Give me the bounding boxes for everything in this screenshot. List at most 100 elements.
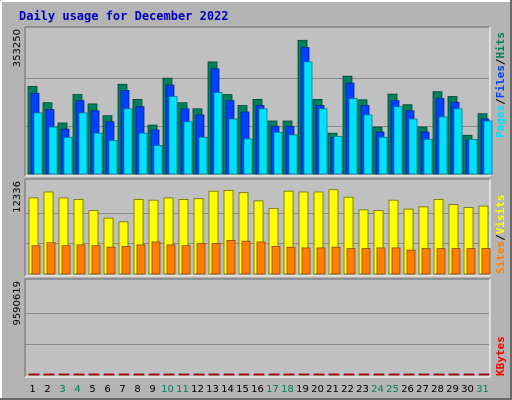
- bar-sites-day-12: [196, 242, 206, 275]
- bar-pages-day-29: [453, 108, 463, 175]
- visitors-legend: Sites/Visits: [494, 195, 507, 275]
- bar-kbytes-day-2: [43, 373, 55, 376]
- x-label-day-19: 19: [296, 384, 309, 395]
- bar-pages-day-19: [303, 61, 313, 175]
- visitors-panel: [24, 178, 491, 277]
- bar-sites-day-16: [256, 241, 266, 275]
- chart-title: Daily usage for December 2022: [19, 9, 229, 23]
- bar-kbytes-day-17: [268, 373, 280, 376]
- x-label-day-9: 9: [149, 384, 155, 395]
- bar-kbytes-day-12: [193, 373, 205, 376]
- bar-sites-day-9: [151, 241, 161, 275]
- bar-kbytes-day-23: [358, 373, 370, 376]
- x-label-day-16: 16: [251, 384, 264, 395]
- bar-sites-day-15: [241, 240, 251, 275]
- kbytes-legend: KBytes: [494, 336, 507, 376]
- visitors-ymax-label: 12336: [12, 181, 23, 213]
- bar-pages-day-16: [258, 108, 268, 175]
- x-axis-labels: 1 2 3 4 5 6 7 8 9 10 11 12 13 14 15 16 17 18 19 20 21 22 23 24 2…: [29, 384, 489, 395]
- x-label-day-31: 31: [476, 384, 489, 395]
- bar-kbytes-day-30: [463, 373, 475, 376]
- bar-kbytes-day-16: [253, 373, 265, 376]
- x-label-day-24: 24: [371, 384, 384, 395]
- bar-sites-day-1: [31, 245, 41, 275]
- bar-sites-day-20: [316, 247, 326, 275]
- bar-kbytes-day-19: [298, 373, 310, 376]
- bar-pages-day-4: [78, 112, 88, 175]
- bar-sites-day-31: [481, 248, 491, 275]
- legend-files: Files: [494, 65, 507, 98]
- x-label-day-20: 20: [311, 384, 324, 395]
- bar-sites-day-8: [136, 244, 146, 275]
- bar-sites-day-26: [406, 249, 416, 275]
- bar-sites-day-13: [211, 242, 221, 275]
- x-label-day-8: 8: [134, 384, 140, 395]
- x-label-day-27: 27: [416, 384, 429, 395]
- bar-kbytes-day-5: [88, 373, 100, 376]
- bar-kbytes-day-11: [178, 373, 190, 376]
- bar-kbytes-day-20: [313, 373, 325, 376]
- bar-kbytes-day-1: [28, 373, 40, 376]
- bar-pages-day-24: [378, 136, 388, 175]
- x-label-day-23: 23: [356, 384, 369, 395]
- plot-area: [25, 279, 490, 377]
- legend-hits: Hits: [494, 32, 507, 59]
- bar-kbytes-day-18: [283, 373, 295, 376]
- bar-pages-day-17: [273, 131, 283, 175]
- bar-sites-day-25: [391, 247, 401, 275]
- bar-kbytes-day-29: [448, 373, 460, 376]
- bar-kbytes-day-25: [388, 373, 400, 376]
- bar-pages-day-7: [123, 108, 133, 175]
- bar-kbytes-day-4: [73, 373, 85, 376]
- legend-text: Sites/Visits: [494, 195, 507, 275]
- bar-kbytes-day-13: [208, 373, 220, 376]
- bar-pages-day-26: [408, 118, 418, 175]
- bar-sites-day-28: [436, 248, 446, 275]
- bar-sites-day-14: [226, 239, 236, 275]
- bar-kbytes-day-7: [118, 373, 130, 376]
- bar-pages-day-5: [93, 132, 103, 175]
- x-label-day-10: 10: [161, 384, 174, 395]
- legend-visits: Visits: [494, 195, 507, 235]
- bar-sites-day-29: [451, 248, 461, 275]
- legend-text: KBytes: [494, 336, 507, 376]
- bar-pages-day-25: [393, 106, 403, 175]
- kbytes-panel: [24, 278, 491, 378]
- bar-sites-day-5: [91, 245, 101, 275]
- bar-kbytes-day-9: [148, 373, 160, 376]
- bar-pages-day-22: [348, 98, 358, 175]
- bar-kbytes-day-14: [223, 373, 235, 376]
- x-label-day-3: 3: [59, 384, 65, 395]
- bar-pages-day-14: [228, 118, 238, 175]
- bar-pages-day-8: [138, 132, 148, 175]
- x-label-day-11: 11: [176, 384, 189, 395]
- x-label-day-6: 6: [104, 384, 110, 395]
- bar-sites-day-10: [166, 244, 176, 275]
- bar-sites-day-27: [421, 248, 431, 275]
- bar-sites-day-3: [61, 245, 71, 275]
- requests-legend: Pages/Files/Hits: [494, 32, 507, 138]
- bar-sites-day-7: [121, 245, 131, 275]
- x-label-day-4: 4: [74, 384, 80, 395]
- bar-pages-day-13: [213, 92, 223, 175]
- requests-ymax-label: 353250: [12, 29, 23, 67]
- x-label-day-21: 21: [326, 384, 339, 395]
- legend-separator: /: [494, 98, 507, 105]
- x-label-day-15: 15: [236, 384, 249, 395]
- x-label-day-13: 13: [206, 384, 219, 395]
- bar-pages-day-6: [108, 140, 118, 175]
- bar-kbytes-day-22: [343, 373, 355, 376]
- x-label-day-22: 22: [341, 384, 354, 395]
- x-label-day-14: 14: [221, 384, 234, 395]
- bar-pages-day-1: [33, 112, 43, 175]
- bar-kbytes-day-6: [103, 373, 115, 376]
- bar-kbytes-day-28: [433, 373, 445, 376]
- x-label-day-12: 12: [191, 384, 204, 395]
- bar-sites-day-17: [271, 245, 281, 275]
- bar-sites-day-22: [346, 248, 356, 275]
- x-label-day-25: 25: [386, 384, 399, 395]
- bar-sites-day-11: [181, 245, 191, 275]
- bar-pages-day-27: [423, 138, 433, 175]
- x-label-day-7: 7: [119, 384, 125, 395]
- bar-kbytes-day-10: [163, 373, 175, 376]
